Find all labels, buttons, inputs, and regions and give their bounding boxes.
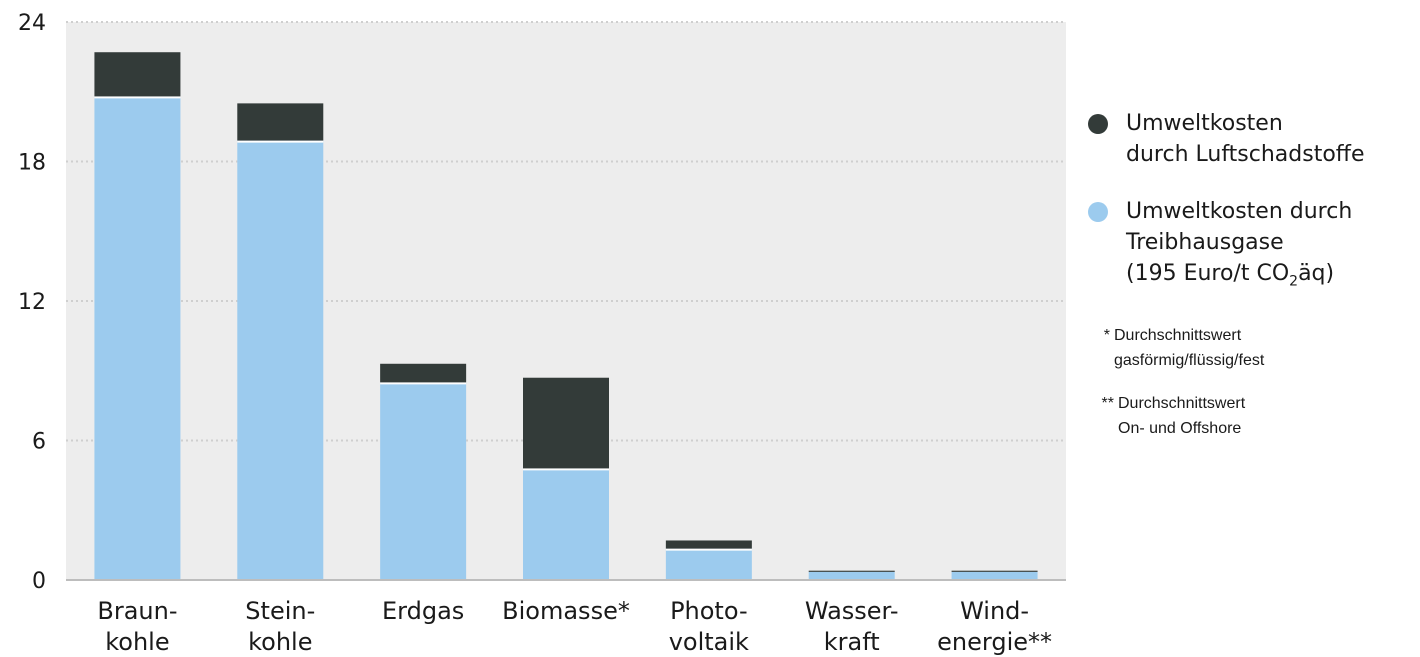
bar-luftschadstoffe xyxy=(808,570,895,572)
bar-luftschadstoffe xyxy=(380,363,467,383)
bar-luftschadstoffe xyxy=(665,540,752,549)
bar-treibhausgase xyxy=(665,548,752,580)
bar-luftschadstoffe xyxy=(237,103,324,141)
x-tick-label: kraft xyxy=(824,628,880,656)
legend-item-treibhausgase: Umweltkosten durch Treibhausgase (195 Eu… xyxy=(1088,196,1418,297)
y-tick-label: 18 xyxy=(18,151,46,176)
x-tick-label: voltaik xyxy=(669,628,749,656)
bar-treibhausgase xyxy=(237,140,324,580)
footnote-single-star: * Durchschnittswert gasförmig/flüssig/fe… xyxy=(1088,323,1418,373)
footnote-text: Durchschnittswert gasförmig/flüssig/fest xyxy=(1114,327,1265,370)
y-tick-label: 6 xyxy=(32,430,46,455)
x-tick-label: Erdgas xyxy=(382,597,464,625)
bar-treibhausgase xyxy=(951,571,1038,580)
legend-swatch-luftschadstoffe xyxy=(1088,114,1108,134)
x-tick-label: Braun- xyxy=(97,597,177,625)
bar-treibhausgase xyxy=(380,382,467,580)
y-tick-label: 24 xyxy=(18,11,46,36)
x-tick-label: Wind- xyxy=(960,597,1029,625)
bar-treibhausgase xyxy=(523,468,609,580)
bar-luftschadstoffe xyxy=(94,52,181,97)
bar-treibhausgase xyxy=(808,571,895,580)
x-tick-label: Wasser- xyxy=(805,597,899,625)
y-tick-label: 12 xyxy=(18,290,46,315)
x-tick-label: Photo- xyxy=(670,597,748,625)
legend: Umweltkosten durch Luftschadstoffe Umwel… xyxy=(1088,108,1418,459)
x-tick-label: kohle xyxy=(248,628,312,656)
y-tick-label: 0 xyxy=(32,569,46,594)
legend-item-luftschadstoffe: Umweltkosten durch Luftschadstoffe xyxy=(1088,108,1418,170)
bar-chart: 0 6 12 18 24 Braun-kohle Stein-kohle Erdgas Biom… xyxy=(18,11,1066,656)
footnote-mark: ** xyxy=(1101,395,1114,413)
x-tick-label: Stein- xyxy=(245,597,315,625)
footnote-mark: * xyxy=(1103,327,1110,345)
legend-label-luftschadstoffe: Umweltkosten durch Luftschadstoffe xyxy=(1126,111,1365,167)
x-tick-label: energie** xyxy=(937,628,1052,656)
footnote-text: Durchschnittswert On- und Offshore xyxy=(1118,395,1246,438)
x-tick-label: Biomasse* xyxy=(502,597,630,625)
bar-luftschadstoffe xyxy=(523,377,609,469)
legend-swatch-treibhausgase xyxy=(1088,202,1108,222)
footnote-double-star: ** Durchschnittswert On- und Offshore xyxy=(1088,391,1418,441)
bar-luftschadstoffe xyxy=(951,570,1038,572)
legend-label-treibhausgase: Umweltkosten durch Treibhausgase (195 Eu… xyxy=(1126,199,1353,290)
bar-treibhausgase xyxy=(94,96,181,581)
x-tick-label: kohle xyxy=(105,628,169,656)
